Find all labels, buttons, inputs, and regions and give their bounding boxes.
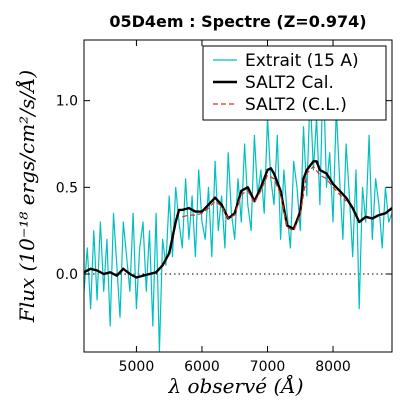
plot-frame: [83, 39, 393, 353]
x-tick-label: 8000: [315, 359, 351, 375]
series-group: [84, 65, 392, 352]
x-tick-label: 7000: [250, 359, 286, 375]
x-tick-label: 6000: [184, 359, 220, 375]
legend-label-3: SALT2 (C.L.): [245, 95, 347, 115]
chart-title: 05D4em : Spectre (Z=0.974): [109, 12, 366, 31]
legend-label-1: Extrait (15 A): [245, 51, 359, 71]
legend-label-2: SALT2 Cal.: [245, 73, 334, 93]
series-line-3: [182, 165, 347, 232]
plot-area: 5000 6000 7000 8000 0.0 0.5 1.0: [56, 39, 393, 375]
chart-legend: Extrait (15 A)SALT2 Cal.SALT2 (C.L.): [202, 45, 387, 121]
y-tick-label: 0.5: [56, 180, 78, 196]
series-line-2: [84, 160, 392, 279]
y-tick-label: 0.0: [56, 267, 78, 283]
y-tick-label: 1.0: [56, 94, 78, 110]
x-axis-label: λ observé (Å): [167, 373, 303, 398]
y-axis-label: Flux (10⁻¹⁸ ergs/cm²/s/Å): [14, 70, 39, 323]
x-tick-label: 5000: [119, 359, 155, 375]
